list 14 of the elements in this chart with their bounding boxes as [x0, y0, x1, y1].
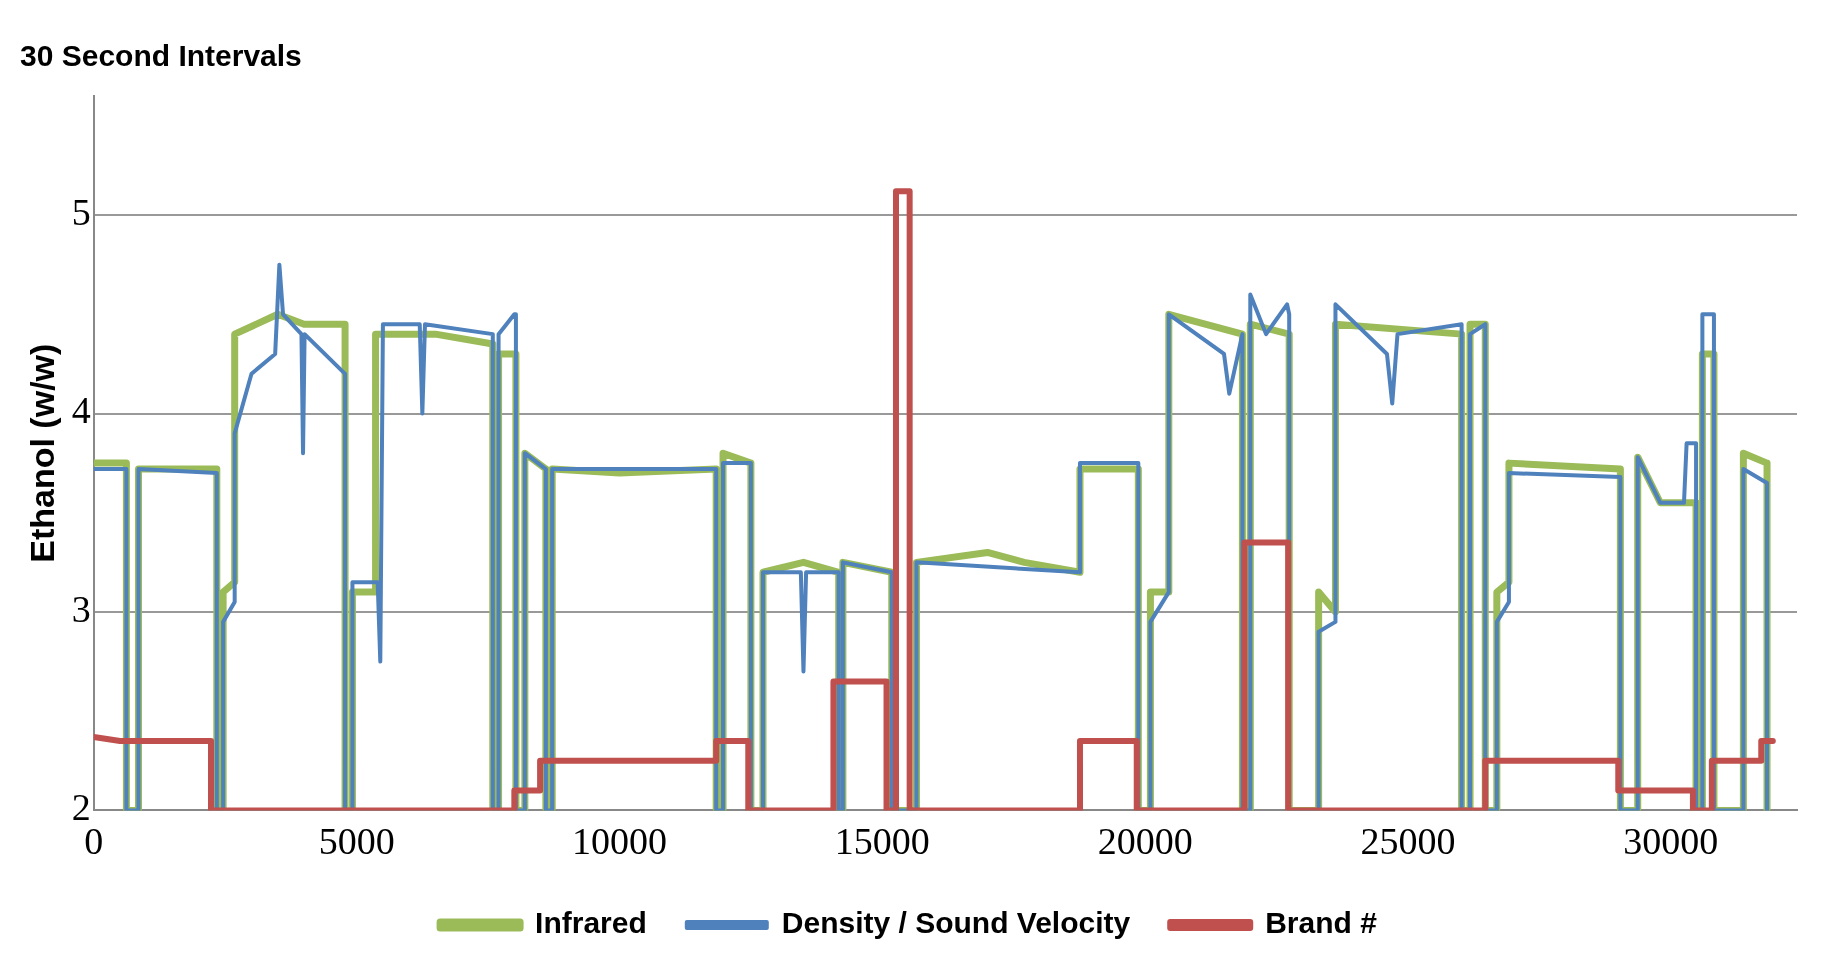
x-tick-label: 20000 [1097, 820, 1193, 863]
y-tick-label: 4 [71, 389, 91, 432]
chart-title: 30 Second Intervals [20, 39, 302, 73]
x-tick-label: 15000 [834, 820, 930, 863]
y-axis-title: Ethanol (w/w) [22, 343, 61, 563]
x-tick-label: 25000 [1360, 820, 1456, 863]
legend-label: Density / Sound Velocity [781, 906, 1131, 940]
x-tick-label: 10000 [571, 820, 667, 863]
y-tick-label: 3 [71, 587, 91, 630]
legend-label: Infrared [535, 906, 647, 940]
y-tick-label: 5 [71, 191, 91, 234]
legend-label: Brand # [1265, 906, 1378, 940]
x-tick-label: 5000 [318, 820, 395, 863]
x-tick-label: 30000 [1623, 820, 1719, 863]
